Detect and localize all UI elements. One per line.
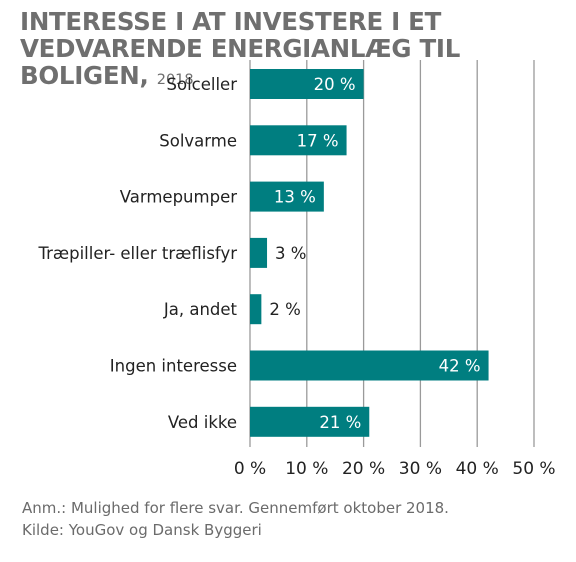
value-label-2: 13 %: [274, 188, 316, 207]
category-label-1: Solvarme: [159, 131, 237, 150]
category-label-5: Ingen interesse: [110, 357, 237, 376]
chart-footnote: Anm.: Mulighed for flere svar. Gennemfør…: [22, 497, 567, 541]
bar-chart: 0 % 10 % 20 % 30 % 40 % 50 % Solceller 20 % Solv…: [37, 60, 556, 479]
x-tick-label-0: 0 %: [234, 459, 266, 479]
category-label-3: Træpiller- eller træflisfyr: [37, 244, 237, 263]
x-tick-label-20: 20 %: [342, 459, 385, 479]
bars: [250, 69, 489, 437]
chart-title-year: 2018: [156, 72, 194, 88]
bar-4: [250, 294, 262, 325]
x-tick-label-50: 50 %: [512, 459, 555, 479]
bar-3: [250, 237, 268, 268]
value-label-3: 3 %: [275, 244, 306, 263]
bar-0: [250, 69, 364, 99]
value-label-4: 2 %: [269, 300, 300, 319]
value-label-1: 17 %: [297, 131, 339, 150]
bar-1: [250, 125, 347, 156]
x-tick-label-10: 10 %: [285, 459, 328, 479]
chart-title-text: INTERESSE I AT INVESTERE I ET VEDVARENDE…: [20, 7, 461, 90]
labels: 0 % 10 % 20 % 30 % 40 % 50 % Solceller 20 % Solv…: [37, 75, 555, 479]
value-label-0: 20 %: [314, 75, 356, 94]
x-tick-label-30: 30 %: [399, 459, 442, 479]
x-tick-label-40: 40 %: [456, 459, 499, 479]
category-label-0: Solceller: [167, 75, 238, 94]
value-label-6: 21 %: [319, 413, 361, 432]
bar-5: [250, 350, 489, 381]
category-label-6: Ved ikke: [168, 413, 237, 432]
chart-title: INTERESSE I AT INVESTERE I ET VEDVARENDE…: [20, 8, 570, 94]
bar-2: [250, 181, 324, 212]
category-label-4: Ja, andet: [163, 300, 238, 319]
source-text: Kilde: YouGov og Dansk Byggeri: [22, 521, 262, 539]
footnote-text: Anm.: Mulighed for flere svar. Gennemfør…: [22, 499, 449, 517]
category-label-2: Varmepumper: [120, 188, 237, 207]
value-label-5: 42 %: [439, 357, 481, 376]
bar-6: [250, 406, 370, 437]
